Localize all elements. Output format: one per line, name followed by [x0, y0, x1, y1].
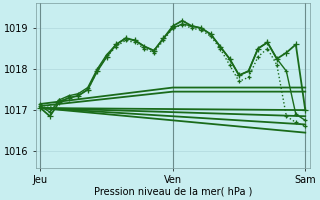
- X-axis label: Pression niveau de la mer( hPa ): Pression niveau de la mer( hPa ): [94, 187, 252, 197]
